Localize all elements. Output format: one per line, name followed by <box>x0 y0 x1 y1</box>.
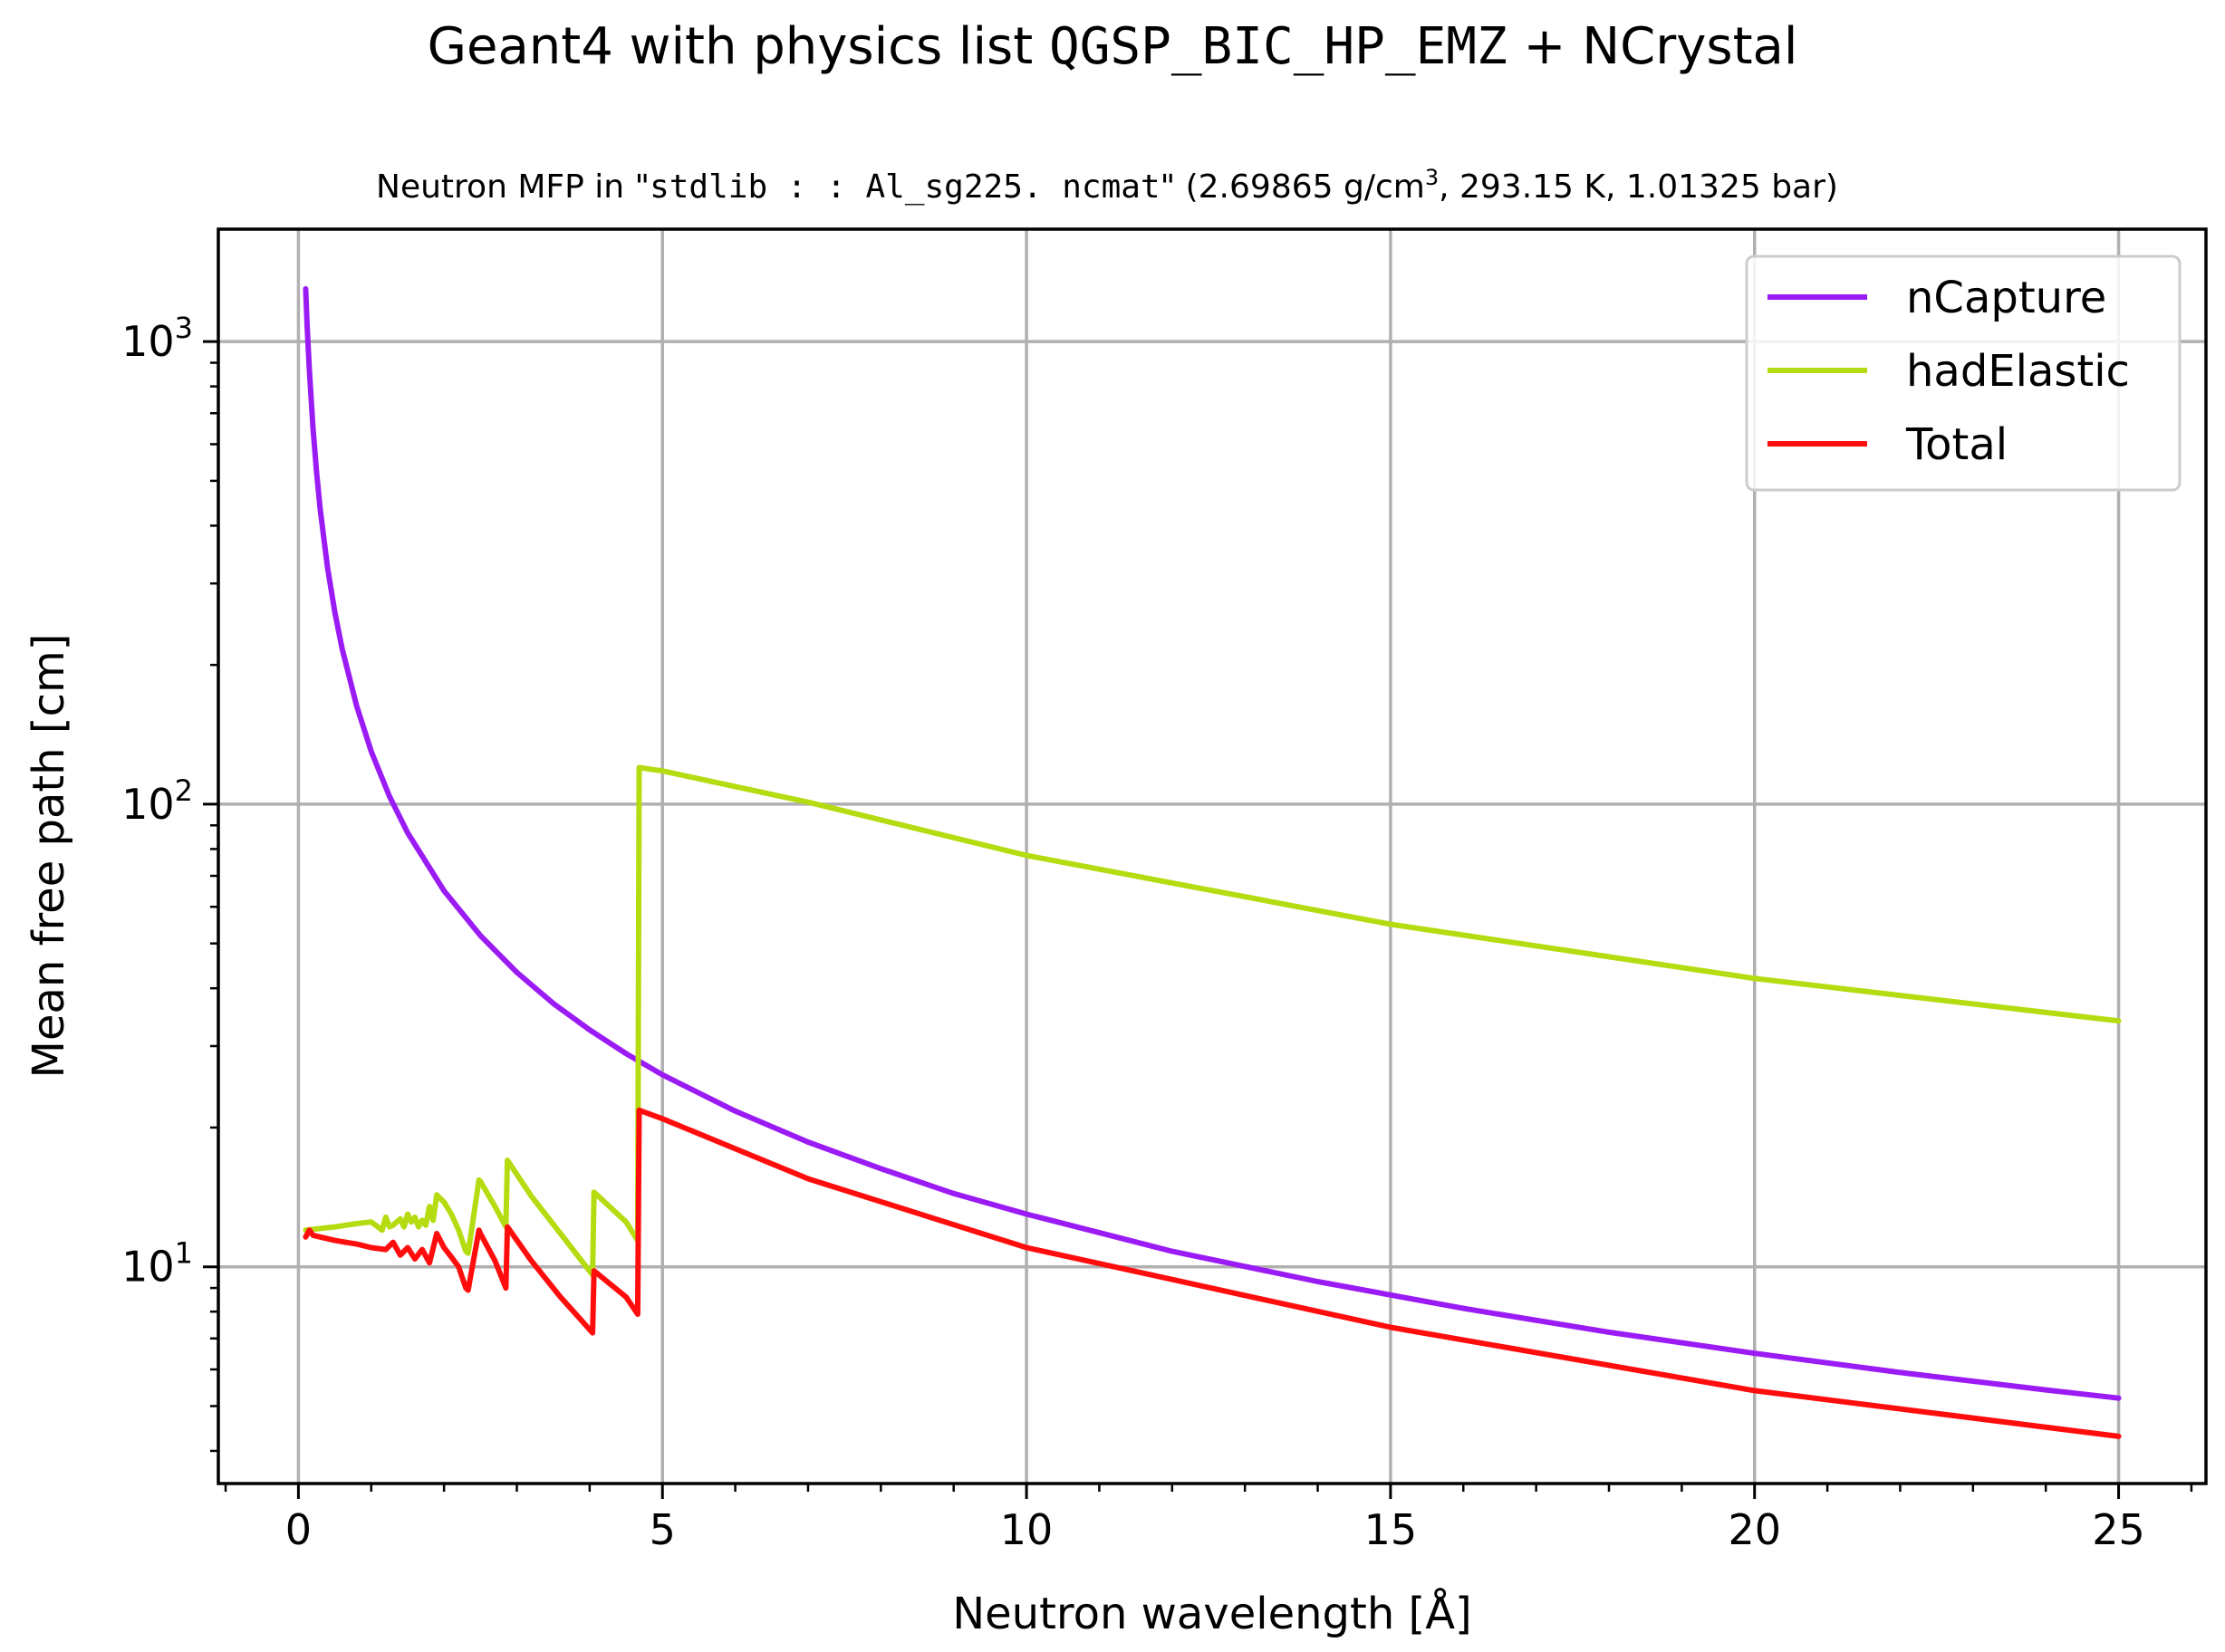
plot-frame <box>217 227 2208 1485</box>
legend-box <box>1745 255 2182 492</box>
legend: nCapture hadElastic Total <box>1745 255 2182 492</box>
y-axis-label: Mean free path [cm] <box>24 634 74 1079</box>
y-tick-label: 101 <box>121 1236 193 1292</box>
axis-ticks: 0 5 10 15 20 25 101 102 103 <box>121 311 2193 1554</box>
x-tick-label: 25 <box>2092 1505 2145 1554</box>
y-tick-label: 102 <box>121 773 193 829</box>
legend-label-ncapture: nCapture <box>1906 273 2106 323</box>
x-tick-label: 0 <box>285 1505 312 1554</box>
legend-label-total: Total <box>1905 419 2008 470</box>
legend-label-hadelastic: hadElastic <box>1906 346 2130 397</box>
series-line-total <box>303 1107 2122 1439</box>
x-axis-label: Neutron wavelength [Å] <box>952 1588 1472 1639</box>
x-tick-label: 20 <box>1728 1505 1781 1554</box>
series-line-ncapture <box>303 285 2122 1401</box>
x-tick-label: 5 <box>650 1505 676 1554</box>
chart-title: Geant4 with physics list QGSP_BIC_HP_EMZ… <box>428 17 1798 76</box>
y-tick-label: 103 <box>121 311 193 366</box>
series-lines <box>303 285 2122 1439</box>
x-tick-label: 10 <box>1000 1505 1054 1554</box>
chart-subtitle: Neutron MFP in "stdlib : : Al_sg225. ncm… <box>376 165 1838 206</box>
x-tick-label: 15 <box>1364 1505 1418 1554</box>
